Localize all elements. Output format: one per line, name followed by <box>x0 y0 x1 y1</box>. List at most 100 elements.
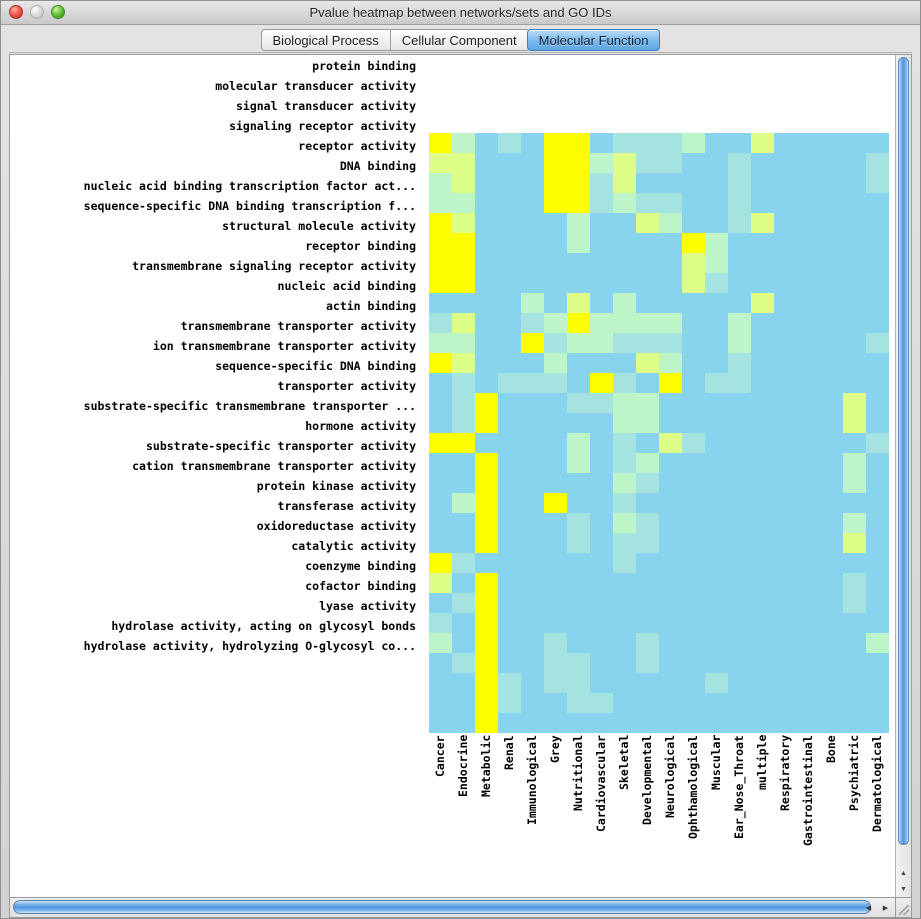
heatmap-cell[interactable] <box>843 253 866 273</box>
heatmap-cell[interactable] <box>797 713 820 733</box>
heatmap-cell[interactable] <box>544 233 567 253</box>
heatmap-cell[interactable] <box>429 353 452 373</box>
heatmap-cell[interactable] <box>774 253 797 273</box>
scroll-down-icon[interactable]: ▼ <box>900 885 907 893</box>
heatmap-cell[interactable] <box>682 473 705 493</box>
scroll-up-icon[interactable]: ▲ <box>900 869 907 877</box>
heatmap-cell[interactable] <box>429 433 452 453</box>
heatmap-cell[interactable] <box>475 613 498 633</box>
heatmap-cell[interactable] <box>820 173 843 193</box>
heatmap-cell[interactable] <box>774 493 797 513</box>
heatmap-cell[interactable] <box>429 613 452 633</box>
heatmap-cell[interactable] <box>544 253 567 273</box>
heatmap-cell[interactable] <box>452 693 475 713</box>
heatmap-cell[interactable] <box>613 133 636 153</box>
heatmap-cell[interactable] <box>544 293 567 313</box>
heatmap-cell[interactable] <box>866 593 889 613</box>
heatmap-cell[interactable] <box>820 133 843 153</box>
heatmap-cell[interactable] <box>636 273 659 293</box>
heatmap-cell[interactable] <box>429 593 452 613</box>
heatmap-cell[interactable] <box>544 153 567 173</box>
heatmap-cell[interactable] <box>751 453 774 473</box>
heatmap-cell[interactable] <box>774 653 797 673</box>
heatmap-cell[interactable] <box>544 533 567 553</box>
heatmap-cell[interactable] <box>452 553 475 573</box>
heatmap-cell[interactable] <box>567 633 590 653</box>
heatmap-cell[interactable] <box>705 373 728 393</box>
heatmap-cell[interactable] <box>774 413 797 433</box>
heatmap-cell[interactable] <box>521 213 544 233</box>
heatmap-cell[interactable] <box>728 613 751 633</box>
heatmap-cell[interactable] <box>682 373 705 393</box>
heatmap-cell[interactable] <box>659 353 682 373</box>
heatmap-cell[interactable] <box>705 393 728 413</box>
heatmap-cell[interactable] <box>498 533 521 553</box>
heatmap-cell[interactable] <box>843 553 866 573</box>
heatmap-cell[interactable] <box>659 593 682 613</box>
heatmap-cell[interactable] <box>843 153 866 173</box>
heatmap-cell[interactable] <box>544 713 567 733</box>
heatmap-cell[interactable] <box>682 273 705 293</box>
heatmap-cell[interactable] <box>590 393 613 413</box>
heatmap-cell[interactable] <box>728 333 751 353</box>
heatmap-cell[interactable] <box>820 493 843 513</box>
heatmap-cell[interactable] <box>521 333 544 353</box>
heatmap-cell[interactable] <box>751 253 774 273</box>
heatmap-cell[interactable] <box>659 293 682 313</box>
heatmap-cell[interactable] <box>429 513 452 533</box>
heatmap-cell[interactable] <box>590 453 613 473</box>
heatmap-cell[interactable] <box>521 133 544 153</box>
heatmap-cell[interactable] <box>659 373 682 393</box>
heatmap-grid[interactable] <box>429 133 889 733</box>
heatmap-cell[interactable] <box>751 333 774 353</box>
heatmap-cell[interactable] <box>567 653 590 673</box>
heatmap-cell[interactable] <box>544 633 567 653</box>
heatmap-cell[interactable] <box>567 533 590 553</box>
heatmap-cell[interactable] <box>429 333 452 353</box>
heatmap-cell[interactable] <box>866 413 889 433</box>
heatmap-cell[interactable] <box>613 213 636 233</box>
heatmap-cell[interactable] <box>705 513 728 533</box>
heatmap-cell[interactable] <box>521 573 544 593</box>
heatmap-cell[interactable] <box>728 653 751 673</box>
heatmap-cell[interactable] <box>728 293 751 313</box>
heatmap-cell[interactable] <box>498 593 521 613</box>
heatmap-cell[interactable] <box>452 413 475 433</box>
heatmap-cell[interactable] <box>751 413 774 433</box>
heatmap-cell[interactable] <box>521 693 544 713</box>
heatmap-cell[interactable] <box>636 253 659 273</box>
heatmap-cell[interactable] <box>475 153 498 173</box>
heatmap-cell[interactable] <box>820 213 843 233</box>
heatmap-cell[interactable] <box>636 313 659 333</box>
heatmap-cell[interactable] <box>567 213 590 233</box>
heatmap-cell[interactable] <box>843 693 866 713</box>
heatmap-cell[interactable] <box>728 493 751 513</box>
heatmap-cell[interactable] <box>475 433 498 453</box>
heatmap-cell[interactable] <box>728 153 751 173</box>
heatmap-cell[interactable] <box>544 373 567 393</box>
heatmap-cell[interactable] <box>843 513 866 533</box>
heatmap-cell[interactable] <box>636 653 659 673</box>
heatmap-cell[interactable] <box>475 553 498 573</box>
heatmap-cell[interactable] <box>728 673 751 693</box>
heatmap-cell[interactable] <box>636 693 659 713</box>
heatmap-cell[interactable] <box>751 553 774 573</box>
heatmap-cell[interactable] <box>659 713 682 733</box>
heatmap-cell[interactable] <box>751 193 774 213</box>
heatmap-cell[interactable] <box>797 433 820 453</box>
heatmap-cell[interactable] <box>498 453 521 473</box>
heatmap-cell[interactable] <box>774 633 797 653</box>
heatmap-cell[interactable] <box>475 233 498 253</box>
heatmap-cell[interactable] <box>475 593 498 613</box>
heatmap-cell[interactable] <box>797 513 820 533</box>
heatmap-cell[interactable] <box>728 713 751 733</box>
heatmap-cell[interactable] <box>475 453 498 473</box>
heatmap-cell[interactable] <box>452 213 475 233</box>
heatmap-cell[interactable] <box>613 293 636 313</box>
horizontal-scroll-thumb[interactable] <box>13 900 871 914</box>
vertical-scroll-buttons[interactable]: ▲ ▼ <box>896 865 911 897</box>
heatmap-cell[interactable] <box>567 193 590 213</box>
heatmap-cell[interactable] <box>751 373 774 393</box>
heatmap-cell[interactable] <box>590 533 613 553</box>
heatmap-cell[interactable] <box>429 653 452 673</box>
